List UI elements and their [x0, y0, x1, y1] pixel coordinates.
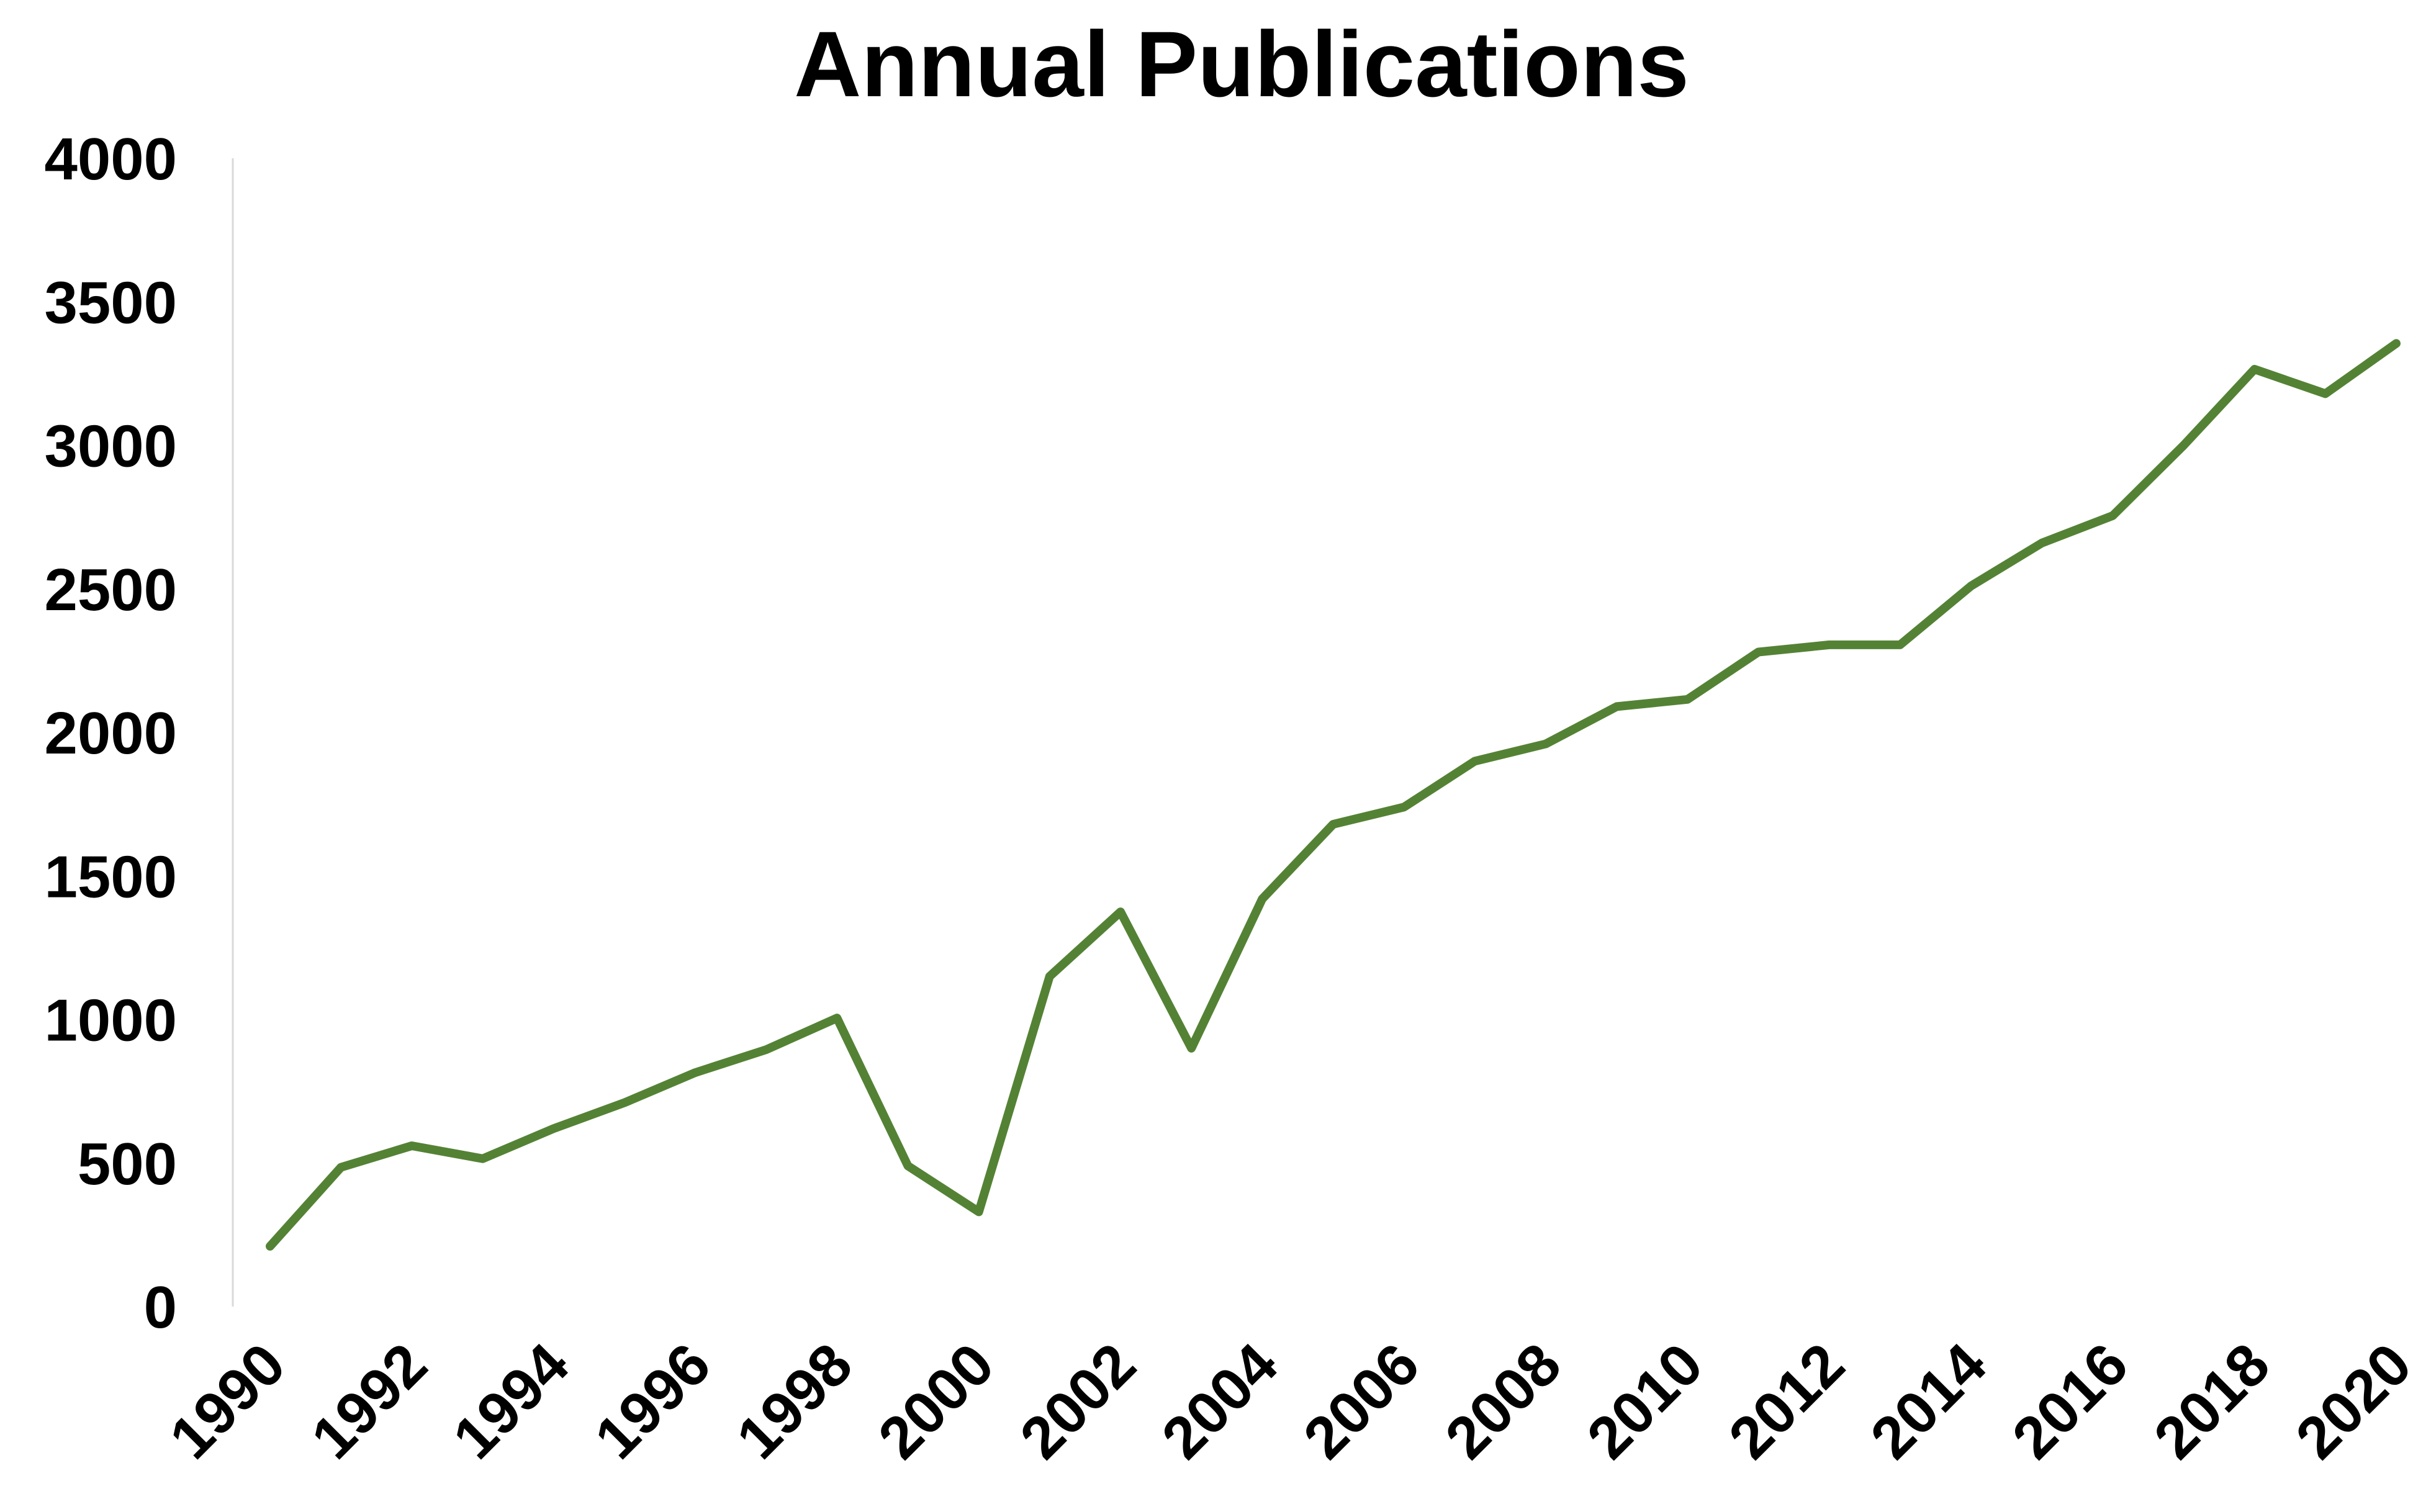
series-group [266, 339, 2401, 1251]
data-point [2037, 539, 2046, 547]
data-point [1541, 740, 1550, 749]
x-tick-label: 2018 [2142, 1331, 2283, 1472]
x-tick-label: 2004 [1150, 1331, 1291, 1472]
data-point [2321, 389, 2330, 398]
data-point [1116, 907, 1125, 916]
y-tick-label: 3500 [44, 269, 177, 336]
x-axis-ticks: 1990 1992 1994 1996 1998 2000 2002 2004 2006 2008… [157, 1331, 2424, 1472]
y-tick-label: 0 [144, 1274, 177, 1341]
data-point [975, 1207, 983, 1216]
data-point [1612, 702, 1621, 711]
data-point [832, 1014, 841, 1022]
data-point [1045, 972, 1054, 981]
x-tick-label: 2010 [1575, 1331, 1716, 1472]
data-point [1896, 641, 1905, 649]
data-point [904, 1161, 913, 1170]
y-tick-label: 3000 [44, 413, 177, 480]
x-tick-label: 2016 [2000, 1331, 2141, 1472]
data-point [2392, 339, 2401, 348]
data-point [1825, 641, 1834, 649]
data-point [1187, 1044, 1196, 1053]
data-point [479, 1154, 487, 1163]
x-tick-label: 1998 [724, 1331, 865, 1472]
data-point [1683, 695, 1692, 704]
data-point [2250, 365, 2259, 374]
x-tick-label: 2020 [2283, 1331, 2424, 1472]
series-line [266, 339, 2401, 1251]
y-tick-label: 2500 [44, 557, 177, 623]
y-tick-label: 1000 [44, 988, 177, 1054]
data-point [1329, 820, 1338, 829]
data-point [1258, 894, 1266, 903]
data-point [407, 1141, 416, 1150]
data-point [691, 1068, 700, 1077]
x-tick-label: 2014 [1858, 1331, 1999, 1472]
data-point [2180, 441, 2188, 450]
x-tick-label: 2012 [1716, 1331, 1857, 1472]
data-point [762, 1045, 770, 1054]
x-tick-label: 2008 [1433, 1331, 1574, 1472]
x-tick-label: 2006 [1291, 1331, 1432, 1472]
data-point [1471, 757, 1479, 765]
x-tick-label: 2002 [1008, 1331, 1148, 1472]
chart-title: Annual Publications [794, 12, 1689, 116]
data-point [266, 1242, 274, 1251]
y-tick-label: 1500 [44, 844, 177, 910]
data-point [549, 1124, 558, 1133]
x-tick-label: 1992 [299, 1331, 440, 1472]
x-tick-label: 2000 [866, 1331, 1007, 1472]
data-point [2108, 511, 2117, 520]
x-tick-label: 1990 [157, 1331, 298, 1472]
data-point [1400, 803, 1409, 811]
y-tick-label: 2000 [44, 700, 177, 767]
x-tick-label: 1994 [441, 1331, 582, 1472]
y-tick-label: 4000 [44, 126, 177, 192]
x-tick-label: 1996 [582, 1331, 723, 1472]
data-point [336, 1163, 345, 1172]
data-point [1967, 582, 1975, 590]
data-point [620, 1099, 629, 1107]
y-tick-label: 500 [78, 1131, 177, 1197]
y-axis-ticks: 0 500 1000 1500 2000 2500 3000 3500 4000 [44, 126, 177, 1341]
data-point [1754, 648, 1763, 657]
